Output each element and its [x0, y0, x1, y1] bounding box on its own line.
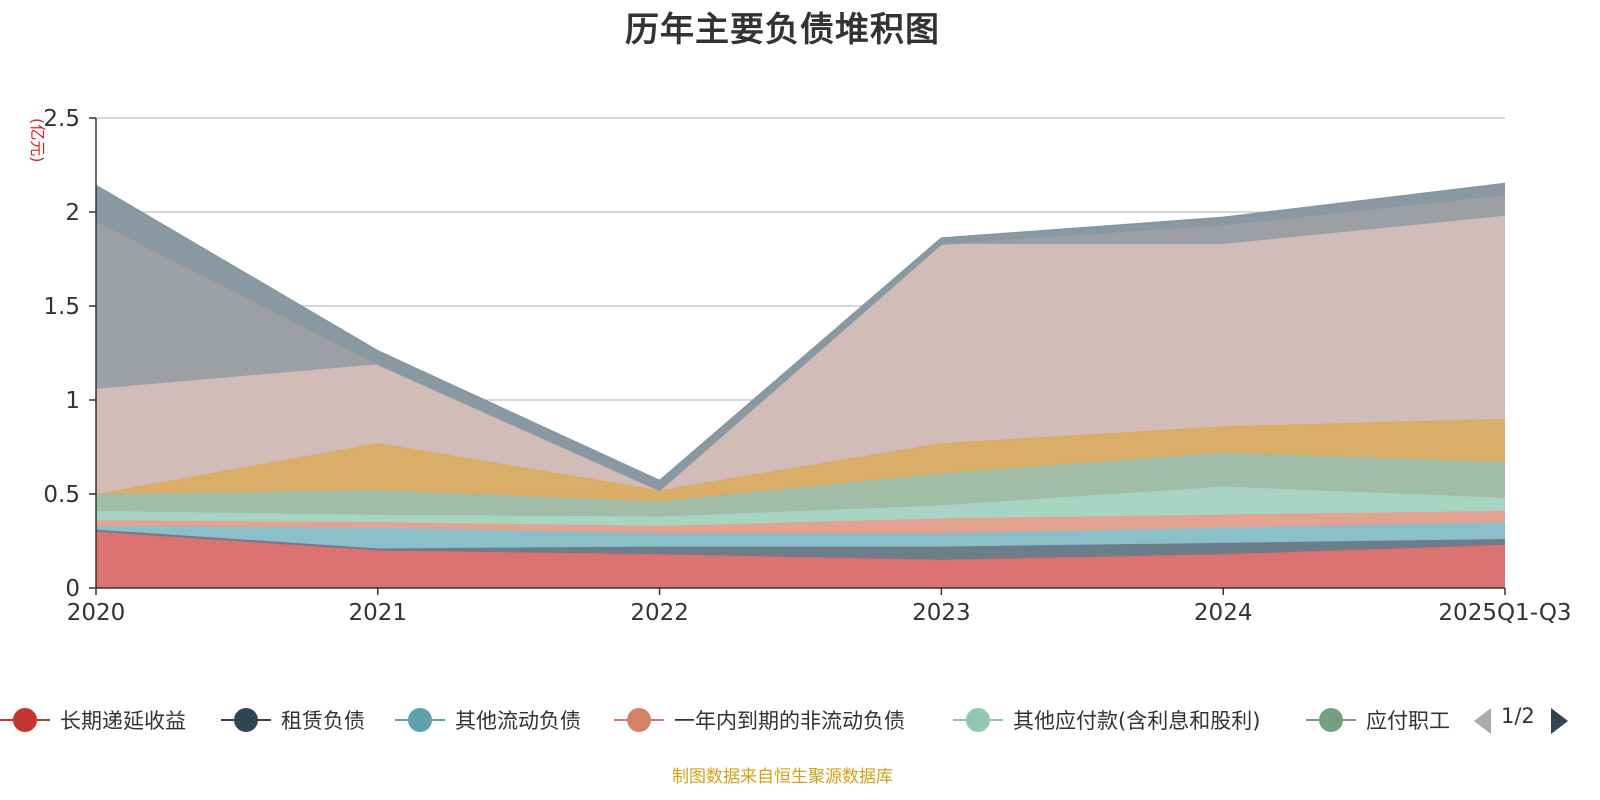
- legend-item-5[interactable]: 其他应付款(含利息和股利): [953, 700, 1260, 740]
- legend-marker-5: [953, 700, 1003, 740]
- y-tick-label: 2.5: [43, 106, 80, 132]
- legend-label-3: 其他流动负债: [455, 709, 581, 733]
- y-axis-unit-label: (亿元): [28, 118, 47, 163]
- y-tick-label: 0: [65, 576, 80, 602]
- legend-marker-2: [221, 700, 271, 740]
- x-tick-label: 2024: [1194, 600, 1253, 626]
- legend-item-3[interactable]: 其他流动负债: [395, 700, 581, 740]
- y-tick-label: 1: [65, 388, 80, 414]
- area-9[interactable]: [96, 195, 1505, 491]
- legend-prev-page-icon[interactable]: [1474, 708, 1491, 734]
- area-3[interactable]: [96, 522, 1505, 549]
- y-tick-label: 2: [65, 200, 80, 226]
- legend-next-page-icon[interactable]: [1551, 708, 1568, 734]
- legend: 长期递延收益 租赁负债 其他流动负债 一年内到期的非流动负债 其他应付款(含利息…: [0, 700, 1600, 740]
- chart-area: 0 0.5 1 1.5 2 2.5 2020 2021 2022 2023 2024 2025Q1-Q…: [28, 106, 1572, 626]
- legend-label-2: 租赁负债: [281, 709, 365, 733]
- area-line-10: [95, 182, 1506, 483]
- legend-marker-1: [0, 700, 50, 740]
- x-tick-label: 2023: [912, 600, 971, 626]
- legend-label-1: 长期递延收益: [60, 709, 186, 733]
- x-tick-label: 2022: [630, 600, 689, 626]
- area-2[interactable]: [96, 529, 1505, 560]
- y-tick-label: 1.5: [43, 294, 80, 320]
- legend-marker-4: [614, 700, 664, 740]
- legend-label-4: 一年内到期的非流动负债: [674, 709, 905, 733]
- y-tick-label: 0.5: [43, 482, 80, 508]
- area-6[interactable]: [96, 452, 1505, 517]
- area-1[interactable]: [96, 531, 1505, 588]
- x-tick-label: 2020: [67, 600, 126, 626]
- legend-marker-6: [1306, 700, 1356, 740]
- legend-item-4[interactable]: 一年内到期的非流动负债: [614, 700, 905, 740]
- area-series: [95, 182, 1506, 588]
- axes: 0 0.5 1 1.5 2 2.5 2020 2021 2022 2023 2024 2025Q1-Q…: [43, 106, 1571, 626]
- legend-page-indicator: 1/2: [1501, 704, 1535, 728]
- data-source-note: 制图数据来自恒生聚源数据库: [672, 767, 893, 787]
- legend-item-2[interactable]: 租赁负债: [221, 700, 365, 740]
- legend-label-6: 应付职工: [1366, 709, 1450, 733]
- legend-marker-3: [395, 700, 445, 740]
- legend-item-6[interactable]: 应付职工: [1306, 700, 1450, 740]
- legend-label-5: 其他应付款(含利息和股利): [1013, 709, 1261, 733]
- x-tick-label: 2025Q1-Q3: [1438, 600, 1571, 626]
- chart-title: 历年主要负债堆积图: [625, 10, 940, 50]
- x-tick-label: 2021: [349, 600, 408, 626]
- legend-item-1[interactable]: 长期递延收益: [0, 700, 186, 740]
- area-8[interactable]: [96, 215, 1505, 494]
- area-7[interactable]: [96, 418, 1505, 502]
